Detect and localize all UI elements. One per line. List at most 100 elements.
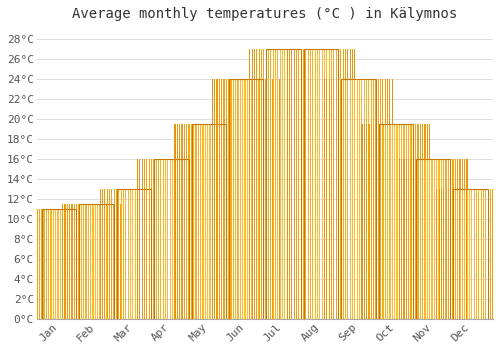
Bar bbox=[272, 79, 274, 319]
Bar bbox=[420, 159, 421, 319]
Bar bbox=[300, 49, 302, 319]
Bar bbox=[266, 49, 301, 319]
Bar bbox=[384, 124, 386, 319]
Bar bbox=[263, 49, 264, 319]
Bar bbox=[436, 159, 438, 319]
Bar bbox=[434, 159, 435, 319]
Bar bbox=[370, 79, 372, 319]
Bar bbox=[132, 189, 134, 319]
Bar bbox=[324, 49, 325, 319]
Bar bbox=[247, 79, 248, 319]
Bar bbox=[422, 124, 423, 319]
Bar bbox=[317, 49, 318, 319]
Bar bbox=[64, 204, 66, 319]
Bar bbox=[200, 159, 201, 319]
Bar bbox=[67, 209, 68, 319]
Bar bbox=[416, 159, 450, 319]
Bar bbox=[338, 49, 339, 319]
Bar bbox=[454, 189, 488, 319]
Bar bbox=[120, 204, 122, 319]
Bar bbox=[282, 49, 283, 319]
Bar bbox=[340, 79, 342, 319]
Bar bbox=[286, 49, 288, 319]
Bar bbox=[88, 204, 89, 319]
Bar bbox=[46, 209, 47, 319]
Bar bbox=[378, 124, 413, 319]
Bar bbox=[95, 204, 96, 319]
Bar bbox=[97, 204, 98, 319]
Bar bbox=[263, 79, 264, 319]
Bar bbox=[291, 49, 292, 319]
Bar bbox=[118, 204, 120, 319]
Bar bbox=[229, 79, 264, 319]
Bar bbox=[139, 189, 140, 319]
Bar bbox=[111, 189, 112, 319]
Bar bbox=[396, 124, 398, 319]
Bar bbox=[441, 189, 442, 319]
Bar bbox=[352, 49, 353, 319]
Bar bbox=[176, 124, 178, 319]
Bar bbox=[368, 79, 370, 319]
Bar bbox=[78, 209, 80, 319]
Bar bbox=[401, 159, 402, 319]
Bar bbox=[303, 49, 304, 319]
Bar bbox=[116, 204, 117, 319]
Bar bbox=[146, 189, 148, 319]
Bar bbox=[420, 124, 421, 319]
Bar bbox=[305, 49, 306, 319]
Bar bbox=[336, 79, 337, 319]
Bar bbox=[382, 79, 384, 319]
Bar bbox=[212, 124, 213, 319]
Bar bbox=[162, 159, 164, 319]
Bar bbox=[41, 209, 42, 319]
Bar bbox=[32, 209, 33, 319]
Bar bbox=[384, 79, 386, 319]
Bar bbox=[78, 204, 80, 319]
Bar bbox=[494, 189, 496, 319]
Bar bbox=[300, 49, 302, 319]
Bar bbox=[345, 49, 346, 319]
Bar bbox=[34, 209, 35, 319]
Bar bbox=[354, 49, 356, 319]
Bar bbox=[382, 124, 384, 319]
Bar bbox=[415, 124, 416, 319]
Bar bbox=[380, 124, 381, 319]
Bar bbox=[214, 79, 216, 319]
Bar bbox=[144, 189, 145, 319]
Bar bbox=[394, 124, 395, 319]
Bar bbox=[167, 189, 168, 319]
Bar bbox=[90, 209, 91, 319]
Bar bbox=[499, 189, 500, 319]
Bar bbox=[364, 79, 365, 319]
Bar bbox=[83, 209, 84, 319]
Bar bbox=[144, 159, 145, 319]
Bar bbox=[216, 124, 218, 319]
Bar bbox=[455, 159, 456, 319]
Bar bbox=[219, 79, 220, 319]
Bar bbox=[111, 204, 112, 319]
Bar bbox=[452, 159, 454, 319]
Bar bbox=[378, 124, 379, 319]
Bar bbox=[455, 189, 456, 319]
Bar bbox=[154, 159, 188, 319]
Bar bbox=[341, 79, 376, 319]
Bar bbox=[462, 159, 463, 319]
Bar bbox=[443, 159, 444, 319]
Bar bbox=[146, 159, 148, 319]
Bar bbox=[366, 124, 367, 319]
Bar bbox=[200, 124, 201, 319]
Bar bbox=[160, 189, 162, 319]
Bar bbox=[186, 159, 187, 319]
Bar bbox=[426, 124, 428, 319]
Bar bbox=[398, 124, 400, 319]
Bar bbox=[80, 204, 114, 319]
Bar bbox=[284, 49, 286, 319]
Bar bbox=[272, 49, 274, 319]
Bar bbox=[331, 79, 332, 319]
Bar bbox=[62, 204, 64, 319]
Bar bbox=[457, 189, 458, 319]
Bar bbox=[359, 79, 360, 319]
Bar bbox=[212, 79, 213, 319]
Bar bbox=[314, 49, 316, 319]
Bar bbox=[342, 79, 344, 319]
